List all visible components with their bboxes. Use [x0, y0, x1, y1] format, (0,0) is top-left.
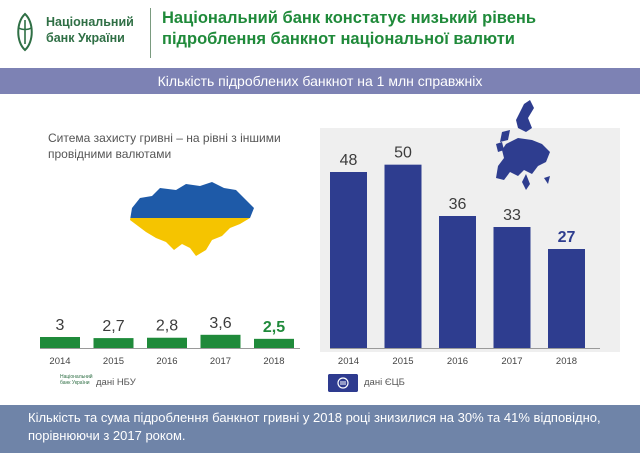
ecb-value-label-2015: 50: [394, 145, 412, 162]
ecb-tick-label-2015: 2015: [392, 356, 413, 367]
ecb-value-label-2016: 36: [449, 196, 467, 213]
footer-summary: Кількість та сума підроблення банкнот гр…: [0, 405, 640, 453]
nbu-bar-2016: [147, 337, 187, 348]
ecb-bar-2017: [493, 227, 531, 348]
nbu-tick-label-2016: 2016: [156, 356, 177, 367]
chart-subtitle: Кількість підроблених банкнот на 1 млн с…: [0, 68, 640, 94]
nbu-tick-label-2017: 2017: [210, 356, 231, 367]
header-divider: [150, 8, 151, 58]
nbu-tick-label-2015: 2015: [103, 356, 124, 367]
ecb-tick-label-2014: 2014: [338, 356, 359, 367]
nbu-value-label-2014: 3: [56, 317, 65, 334]
ecb-tick-label-2016: 2016: [447, 356, 468, 367]
ecb-tick-label-2018: 2018: [556, 356, 577, 367]
nbu-emblem-icon: [17, 12, 33, 52]
header: Національний банк України Національний б…: [0, 0, 640, 66]
ecb-tick-label-2017: 2017: [501, 356, 522, 367]
nbu-bar-2014: [40, 337, 80, 348]
nbu-logo-small-line-1: Національний: [60, 374, 93, 380]
chart-note: Ситема захисту гривні – на рівні з іншим…: [48, 131, 281, 161]
ecb-bar-2015: [384, 164, 422, 348]
nbu-tick-label-2018: 2018: [263, 356, 284, 367]
nbu-bar-2018: [254, 338, 294, 348]
ecb-bar-2016: [439, 216, 476, 348]
nbu-value-label-2017: 3,6: [209, 315, 231, 332]
ukraine-map-icon: [130, 182, 254, 256]
page-title: Національний банк констатує низький ріве…: [162, 9, 537, 48]
nbu-value-label-2016: 2,8: [156, 318, 178, 335]
logo-line-1: Національний: [46, 15, 134, 29]
nbu-source-text: дані НБУ: [96, 377, 136, 388]
nbu-logo: Національний банк України: [10, 10, 150, 54]
nbu-bar-2015: [93, 338, 134, 348]
logo-line-2: банк України: [46, 31, 125, 45]
nbu-bar-2017: [200, 334, 241, 348]
ecb-value-label-2014: 48: [340, 152, 358, 169]
nbu-value-label-2015: 2,7: [102, 318, 124, 335]
ecb-bar-2018: [548, 249, 585, 348]
ecb-value-label-2017: 33: [503, 207, 521, 224]
banknote-counterfeit-chart: 3 2014 2,7 2015 2,8 2016 3,6 2017 2,5 2018 48 2014 5…: [40, 145, 600, 367]
europe-map-icon: [496, 100, 550, 190]
nbu-tick-label-2014: 2014: [49, 356, 70, 367]
ecb-logo-icon: [328, 374, 358, 392]
ecb-source-text: дані ЄЦБ: [364, 377, 405, 388]
nbu-logo-small-line-2: банк України: [60, 380, 90, 386]
nbu-logo-icon: Національний банк України: [60, 374, 93, 394]
ecb-value-label-2018: 27: [558, 229, 576, 246]
ecb-bar-2014: [330, 172, 367, 348]
nbu-value-label-2018: 2,5: [263, 319, 285, 336]
logo-text: Національний банк України: [46, 14, 134, 46]
